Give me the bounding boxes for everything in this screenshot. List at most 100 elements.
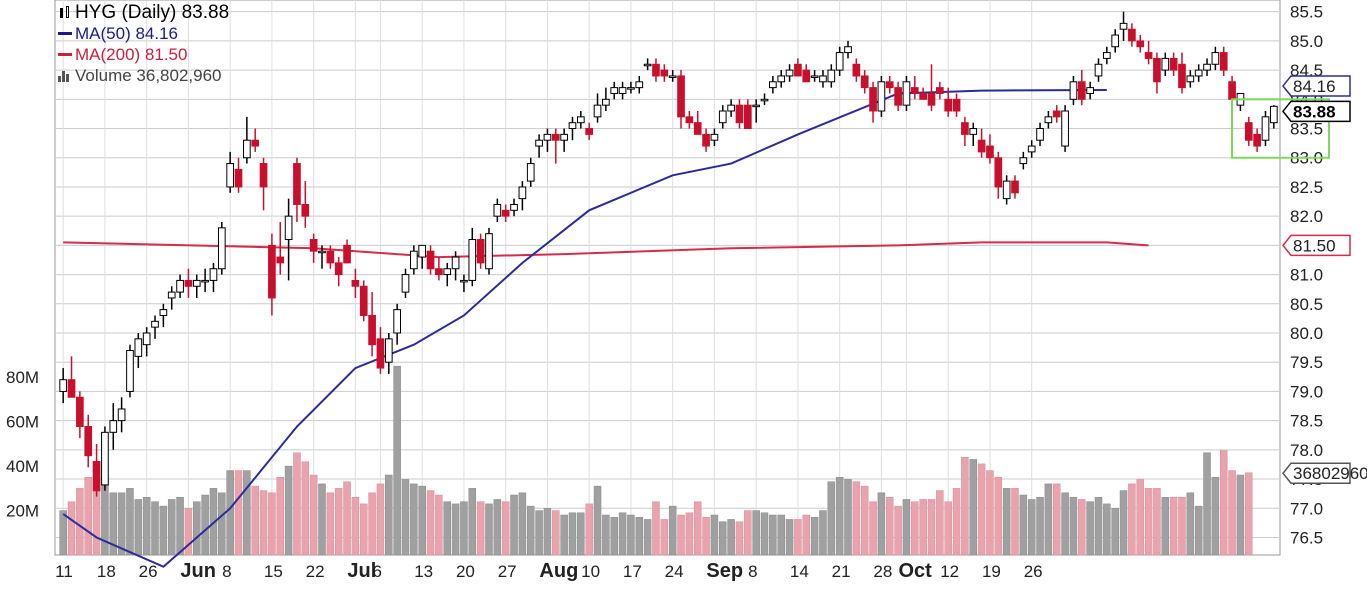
volume-bar xyxy=(560,514,568,556)
candle-body xyxy=(318,250,326,254)
candle xyxy=(860,70,869,94)
volume-bar xyxy=(627,514,635,556)
candle xyxy=(243,116,251,164)
candle-body xyxy=(151,320,159,328)
volume-bar xyxy=(1219,450,1228,556)
volume-bar xyxy=(1078,499,1086,556)
last-price-tag: 83.88 xyxy=(1282,100,1351,123)
candle-body xyxy=(910,87,919,94)
candle-body xyxy=(526,163,535,182)
time-axis-label: Oct xyxy=(898,560,932,582)
volume-bar xyxy=(167,499,176,556)
price-axis-label: 82.0 xyxy=(1290,207,1323,226)
candle-body xyxy=(769,81,777,89)
volume-bar xyxy=(1002,488,1011,556)
time-axis-label: Aug xyxy=(539,560,578,582)
candle-body xyxy=(1203,63,1211,71)
volume-value-tag-text: 36802960 xyxy=(1293,464,1367,483)
volume-bar xyxy=(794,519,802,556)
volume-bar xyxy=(802,514,811,556)
candle xyxy=(443,262,452,287)
candle xyxy=(652,58,660,82)
candle-body xyxy=(401,274,410,293)
volume-bar xyxy=(268,492,276,556)
candle-body xyxy=(760,98,769,102)
candle-body xyxy=(1161,57,1170,71)
last-price-tag-text: 83.88 xyxy=(1293,102,1336,121)
candle xyxy=(526,157,535,187)
chart-legend: HYG (Daily) 83.88 MA(50) 84.16 MA(200) 8… xyxy=(58,2,229,86)
candle xyxy=(760,93,769,106)
candle xyxy=(1086,81,1094,100)
candle xyxy=(1261,111,1270,147)
candle-body xyxy=(1253,133,1261,147)
candle-body xyxy=(969,128,978,135)
volume-bar xyxy=(936,490,944,556)
candle-body xyxy=(201,279,209,283)
candle-body xyxy=(1069,81,1078,100)
price-axis-label: 83.5 xyxy=(1290,120,1323,139)
time-axis-label: 28 xyxy=(873,562,892,581)
candle xyxy=(401,268,410,298)
candle-body xyxy=(435,268,443,276)
candle xyxy=(1027,140,1036,158)
candle xyxy=(134,333,143,369)
candle xyxy=(668,70,677,82)
candle-body xyxy=(618,87,627,94)
candle-body xyxy=(727,104,735,112)
candle xyxy=(618,81,627,100)
candle xyxy=(735,99,744,129)
candle xyxy=(1203,58,1211,76)
volume-bar xyxy=(1236,474,1245,556)
time-axis-label: Jun xyxy=(180,560,216,582)
candle xyxy=(576,111,585,129)
volume-bar xyxy=(835,476,844,556)
time-axis-label: 26 xyxy=(1024,562,1043,581)
candle xyxy=(1019,151,1028,170)
volume-bar xyxy=(318,483,326,556)
candle xyxy=(510,198,518,217)
time-axis-label: 12 xyxy=(940,562,959,581)
candle-body xyxy=(1086,87,1094,94)
candle-body xyxy=(468,239,477,281)
candle xyxy=(426,245,435,275)
candle xyxy=(1211,46,1220,71)
volume-bar xyxy=(677,514,685,556)
volume-bar xyxy=(902,499,911,556)
candle xyxy=(376,327,385,374)
candle xyxy=(794,58,802,77)
candle xyxy=(551,128,560,164)
time-axis-label: 26 xyxy=(139,562,158,581)
ma50-swatch-icon xyxy=(58,32,72,35)
volume-bar xyxy=(744,510,752,556)
candle xyxy=(117,397,126,433)
candle-body xyxy=(977,139,986,153)
volume-bar xyxy=(1203,452,1211,556)
candle-body xyxy=(835,52,844,71)
volume-bar xyxy=(326,492,335,556)
volume-bar xyxy=(618,512,627,556)
candle xyxy=(334,257,343,287)
candle-body xyxy=(819,75,827,83)
legend-volume-row: Volume 36,802,960 xyxy=(58,65,229,86)
volume-bar xyxy=(1069,496,1078,556)
volume-bar xyxy=(518,492,527,556)
volume-bar xyxy=(894,505,902,556)
candle-body xyxy=(117,408,126,422)
candle-body xyxy=(92,461,101,492)
ma200-swatch-icon xyxy=(58,53,72,56)
candle xyxy=(1094,58,1103,82)
candle xyxy=(910,75,919,100)
candle-body xyxy=(869,87,877,112)
volume-bar xyxy=(977,463,986,556)
candle-body xyxy=(376,338,385,369)
volume-axis-label: 80M xyxy=(6,368,39,387)
candle-body xyxy=(76,396,84,427)
volume-bar xyxy=(1103,503,1111,556)
volume-bar xyxy=(1178,496,1186,556)
volume-bar xyxy=(1011,488,1019,556)
candle-body xyxy=(576,116,585,124)
candle xyxy=(368,292,376,357)
legend-volume: Volume 36,802,960 xyxy=(75,66,222,85)
